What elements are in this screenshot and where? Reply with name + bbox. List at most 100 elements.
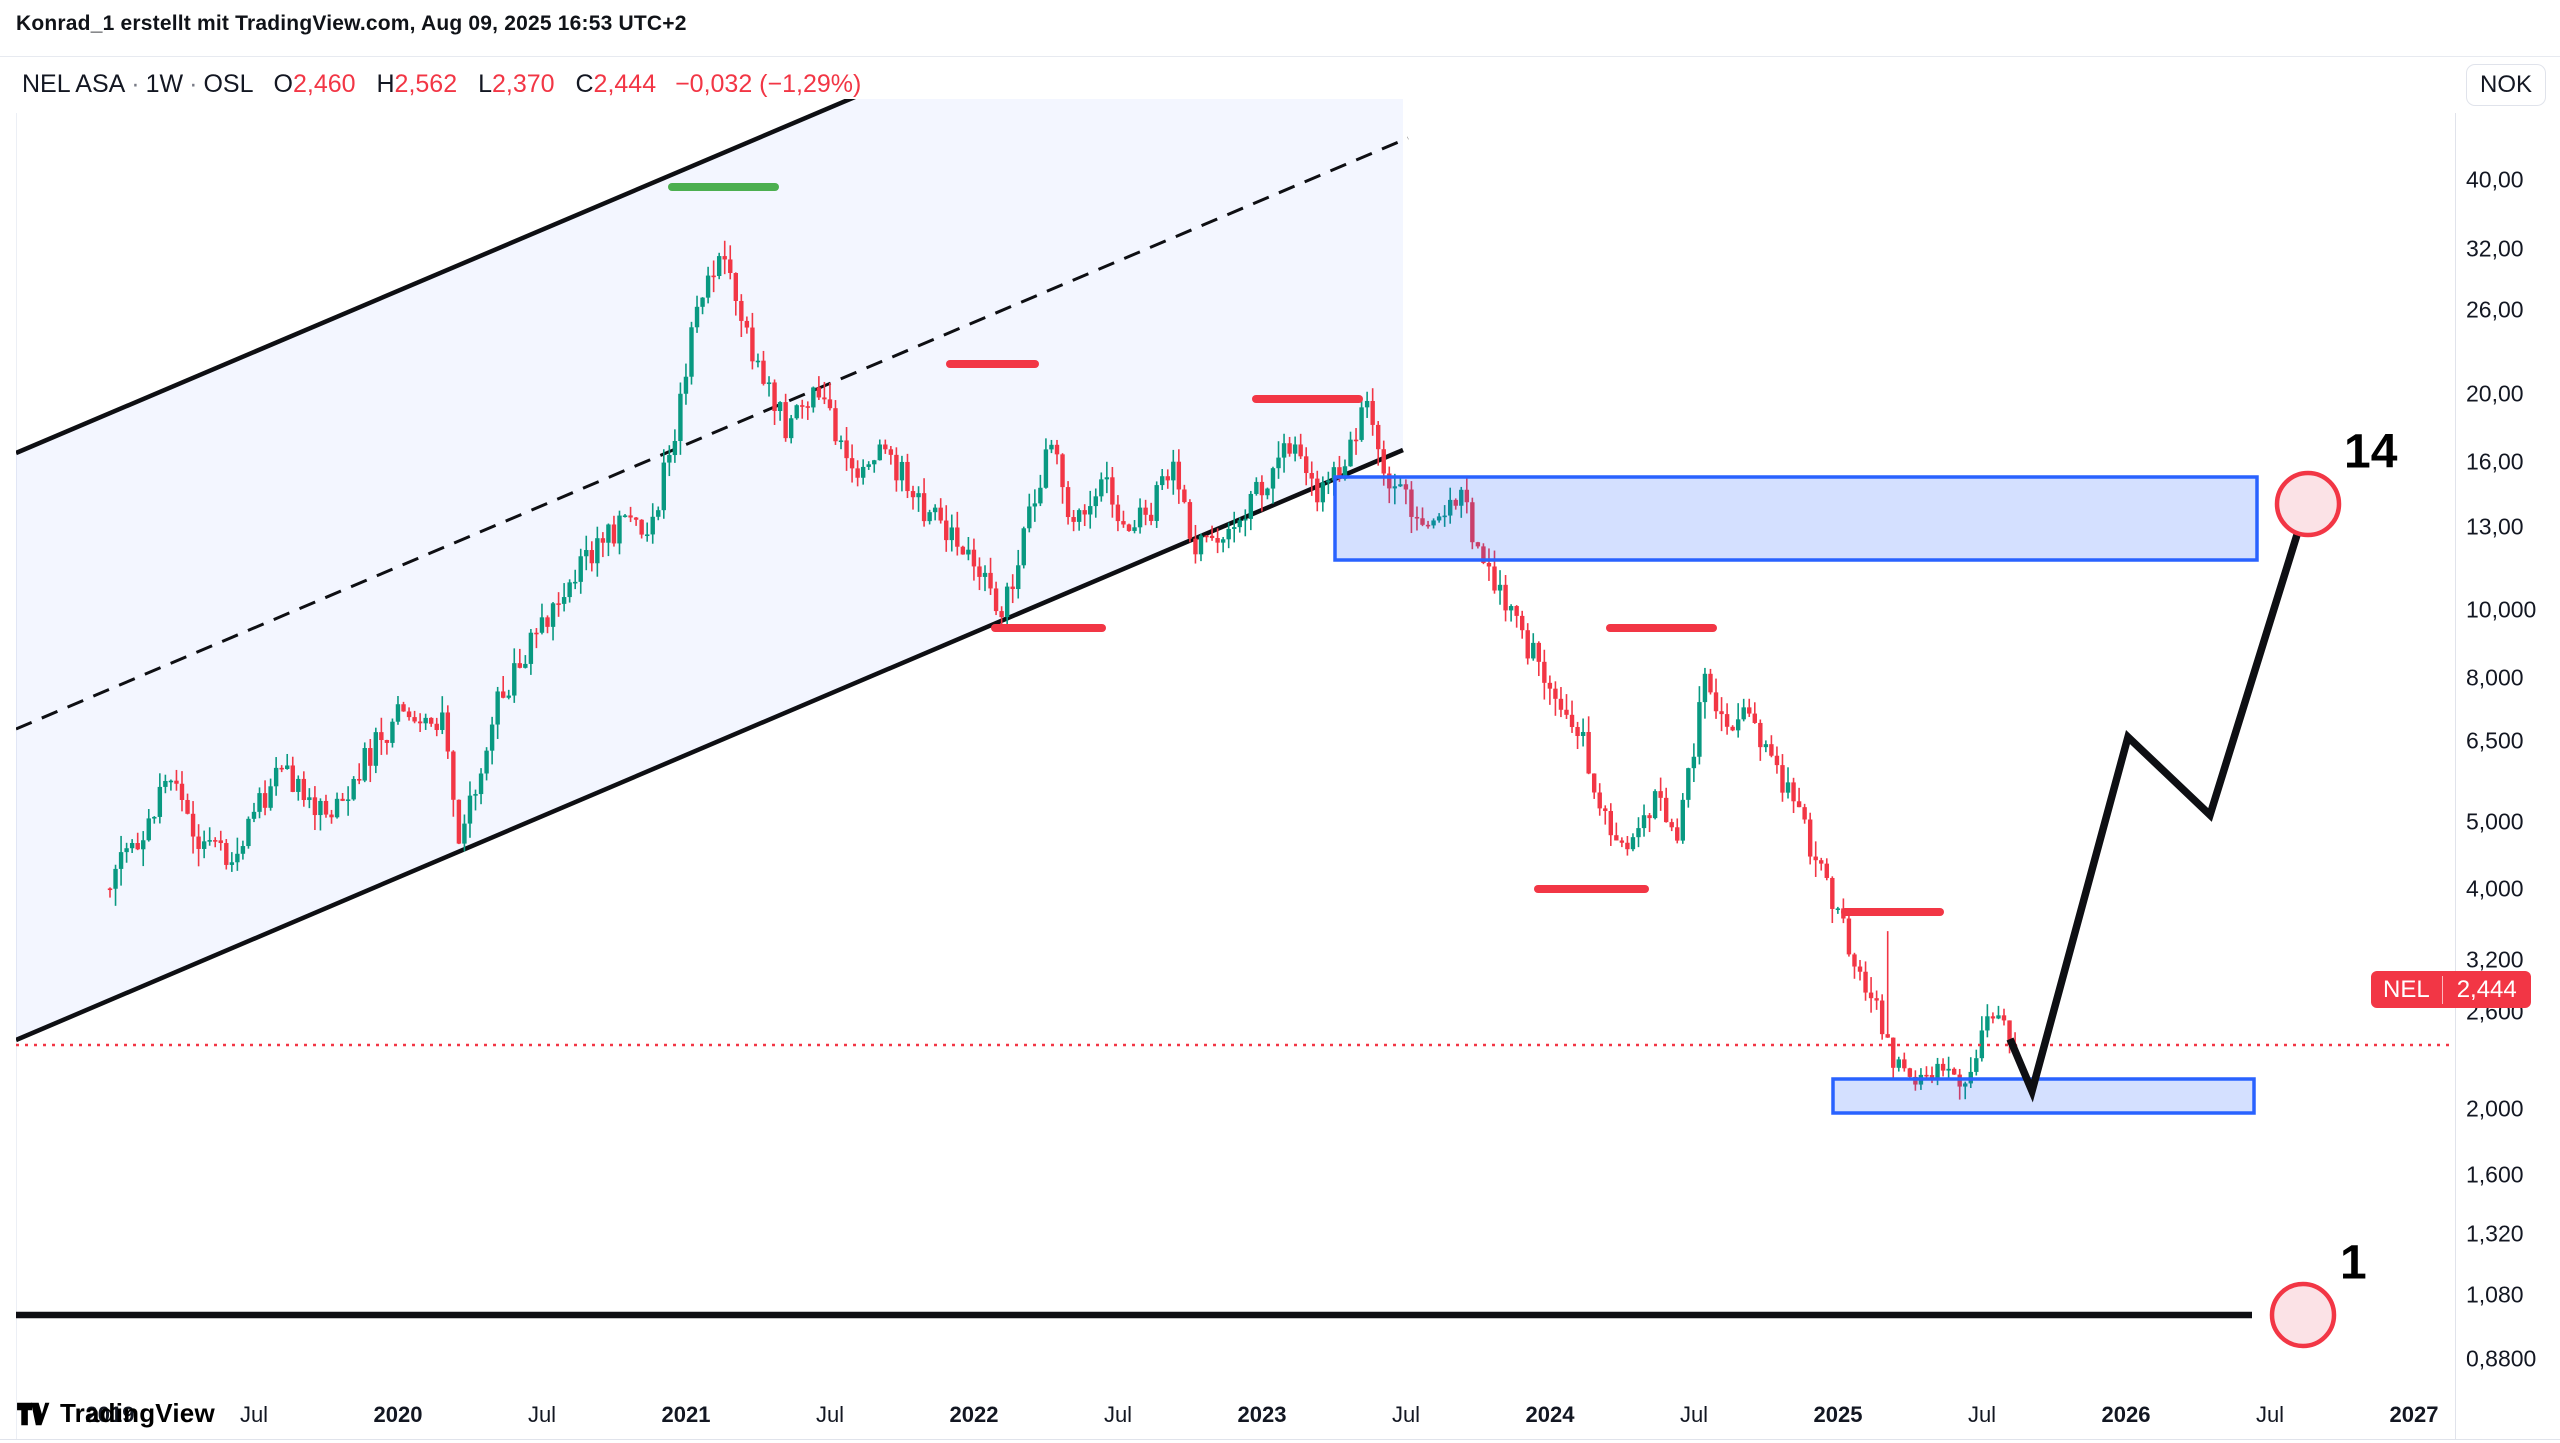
candle-body [1846,918,1852,955]
candle-body [467,795,473,824]
time-axis-label: 2025 [1813,1402,1863,1427]
candle-body [262,793,268,808]
candle-body [1436,516,1442,521]
open-letter: O [273,70,293,98]
candle-body [1049,444,1054,450]
candle-body [1514,606,1519,616]
currency-toggle-button[interactable]: NOK [2466,64,2546,106]
candle-body [816,387,822,398]
candle-body [500,691,506,698]
candle-body [512,663,517,696]
candle-body [1752,713,1757,723]
candle-body [711,275,716,278]
candle-body [1564,709,1569,715]
candle-body [1110,477,1115,505]
projection-zigzag-line [2006,507,2309,1103]
candle-body [1414,516,1420,519]
candle-body [595,538,600,564]
candle-body [1071,517,1076,522]
candle-body [1475,542,1481,547]
candle-body [351,778,356,800]
candle-body [644,534,650,537]
candle-body [152,816,157,819]
candle-body [860,466,866,478]
candle-body [872,460,877,465]
time-axis-label: 2019 [85,1402,135,1427]
candle-body [196,836,201,849]
candle-body [1464,489,1470,503]
candle-body [1985,1016,1990,1031]
candle-body [678,393,683,442]
candle-body [1669,822,1674,828]
candle-body [1337,467,1342,479]
candle-body [1946,1068,1951,1071]
candle-body [146,818,151,841]
candle-body [296,778,301,792]
candle-body [888,449,894,455]
candle-body [129,843,135,849]
candle-body [429,717,434,724]
candle-body [235,853,240,863]
legend-separator: · [189,70,198,98]
candle-body [606,524,611,543]
candle-body [905,461,910,492]
candle-body [107,888,113,891]
candle-body [822,397,827,400]
candle-body [1392,486,1398,489]
candle-body [1691,756,1697,769]
candle-body [800,405,805,407]
symbol-legend[interactable]: NEL ASA · 1W · OSL O2,460 H2,562 L2,370 C2,4… [22,70,861,99]
candle-body [118,852,124,869]
candle-body [1580,731,1586,737]
candle-body [1503,584,1508,611]
candle-body [312,797,318,816]
candle-body [124,848,129,853]
candle-body [1154,485,1159,521]
candle-body [357,778,362,781]
candle-body [157,786,163,817]
candle-body [849,458,855,469]
candle-body [1907,1068,1913,1077]
candle-body [523,663,528,668]
candle-body [1885,1034,1890,1038]
candle-body [362,748,367,781]
candle-body [1542,661,1547,683]
candle-body [993,588,999,612]
candle-body [1924,1074,1929,1077]
candlestick-chart-canvas[interactable] [0,57,2560,1443]
price-axis-label: 5,000 [2466,808,2524,835]
candle-body [1481,546,1486,563]
candle-body [622,515,628,518]
time-axis-label: 2022 [949,1402,999,1427]
tradingview-logo[interactable]: TradingView [16,1398,215,1429]
candle-body [628,515,633,518]
candle-body [1492,566,1497,591]
candle-body [1065,487,1071,518]
candle-body [495,691,500,725]
time-axis-label: 2020 [373,1402,423,1427]
time-axis-label: 2026 [2101,1402,2151,1427]
candle-body [1879,1000,1885,1035]
candle-body [1209,535,1215,539]
candle-body [927,512,932,522]
candle-body [528,632,534,664]
time-axis-label: Jul [1391,1402,1421,1427]
candle-body [1027,506,1032,529]
candle-body [1298,444,1303,457]
candle-body [268,786,273,808]
candle-body [556,603,561,605]
candle-body [1143,507,1148,515]
candle-body [1431,520,1436,526]
candle-body [805,406,810,408]
candle-body [213,840,218,842]
candle-body [777,402,783,412]
candle-body [1636,828,1641,838]
target-circle-1 [2269,1281,2337,1349]
candle-body [417,721,423,724]
candle-body [545,617,550,627]
candle-body [1054,444,1060,455]
close-letter: C [575,70,594,98]
candle-body [694,306,700,328]
candle-body [1575,727,1580,737]
